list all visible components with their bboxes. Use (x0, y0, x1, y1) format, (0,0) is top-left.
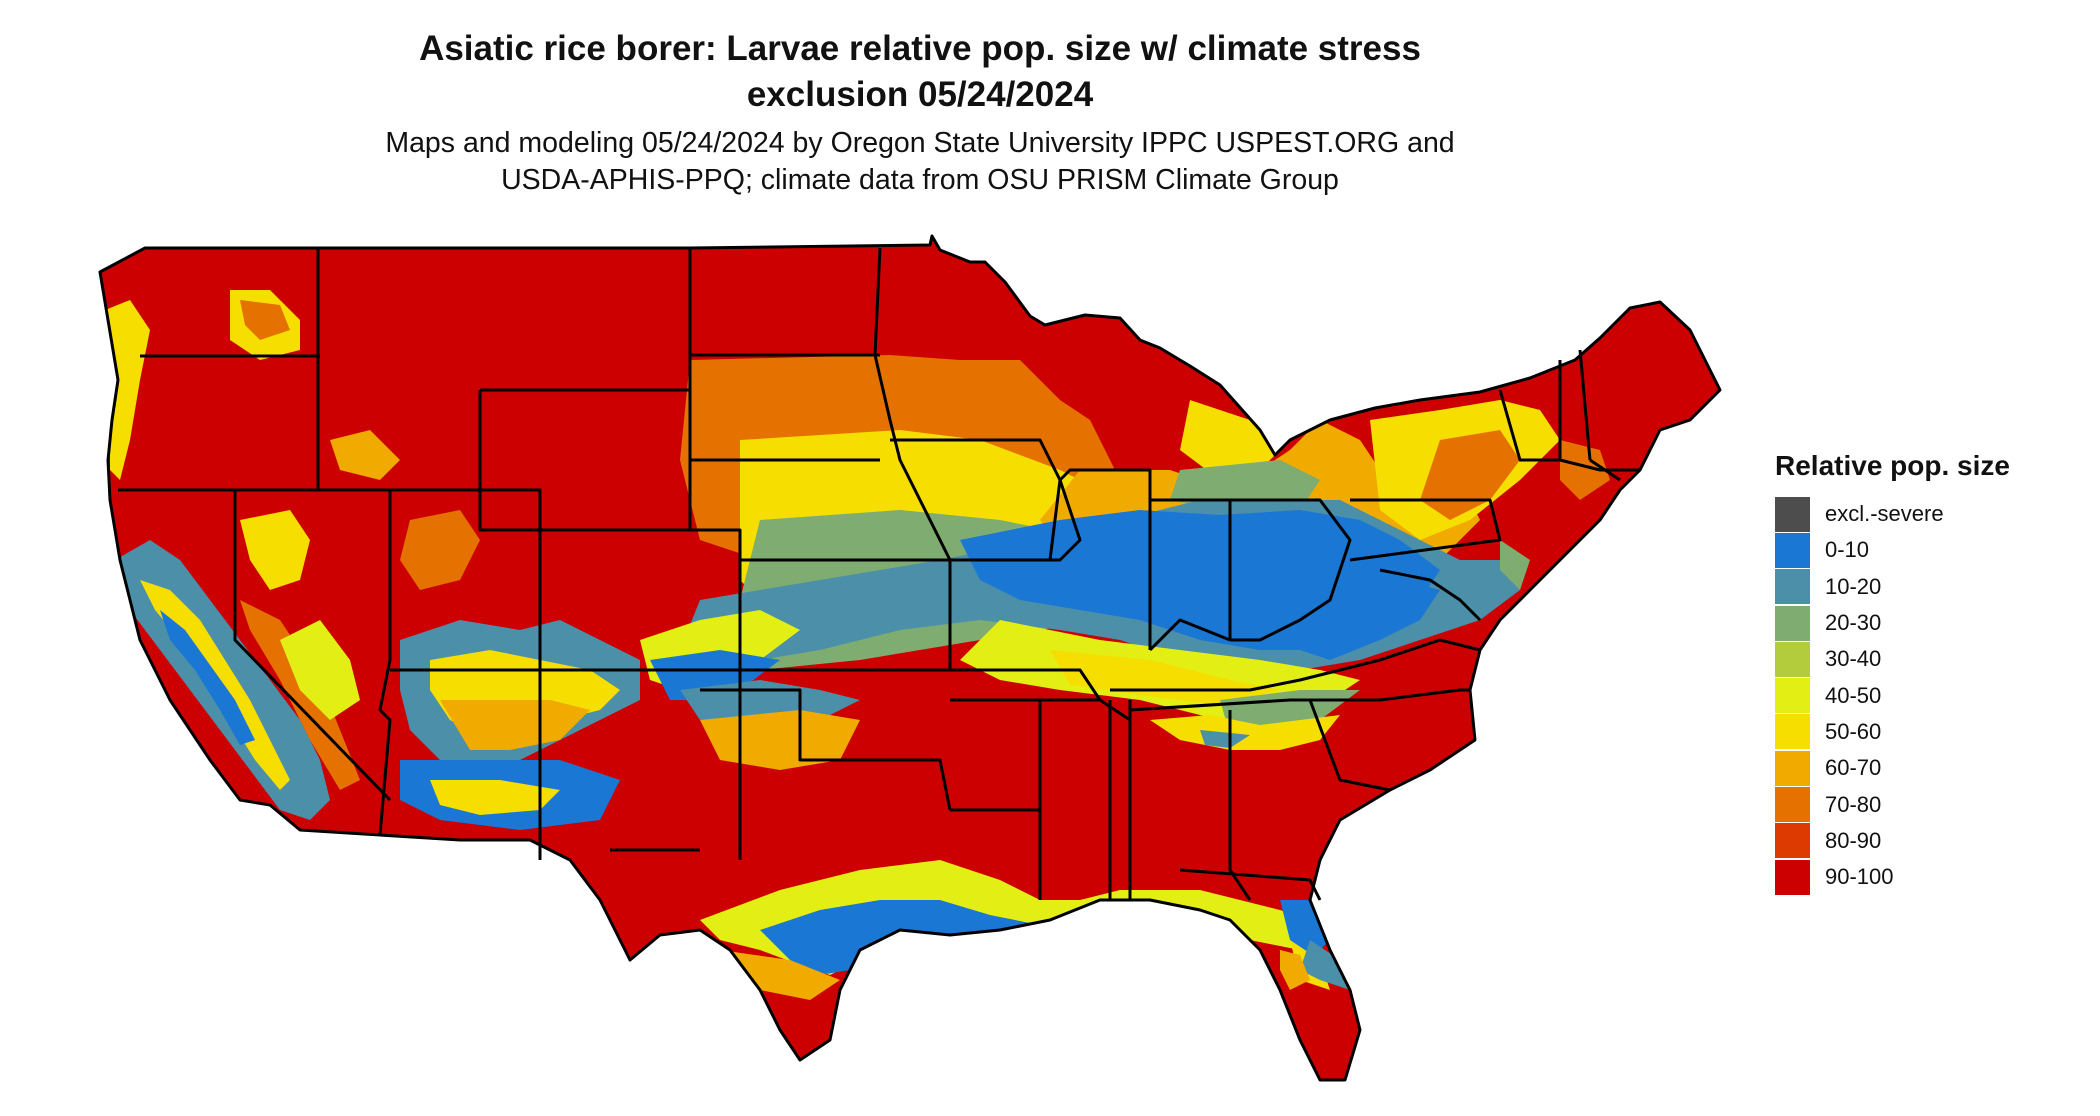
legend-swatch (1775, 496, 1810, 532)
legend-title: Relative pop. size (1775, 450, 2010, 481)
legend-items: excl.-severe 0-10 10-20 20-30 30-40 40-5… (1775, 496, 2010, 895)
legend-swatch (1775, 532, 1810, 568)
legend-item: 10-20 (1775, 569, 2010, 605)
legend-item: 50-60 (1775, 714, 2010, 750)
map-title-line-1: Asiatic rice borer: Larvae relative pop.… (419, 29, 1421, 68)
legend-item: 30-40 (1775, 641, 2010, 677)
legend-swatch (1775, 678, 1810, 714)
legend-swatch (1775, 787, 1810, 823)
legend-item: excl.-severe (1775, 496, 2010, 532)
legend-label: excl.-severe (1825, 501, 1944, 527)
legend-item: 90-100 (1775, 859, 2010, 895)
map-subtitle: Maps and modeling 05/24/2024 by Oregon S… (0, 125, 1840, 199)
legend-item: 0-10 (1775, 532, 2010, 568)
legend-label: 50-60 (1825, 718, 1882, 744)
map-title-line-2: exclusion 05/24/2024 (746, 75, 1094, 114)
map-subtitle-line-2: USDA-APHIS-PPQ; climate data from OSU PR… (501, 164, 1339, 196)
legend-label: 10-20 (1825, 573, 1882, 599)
legend-item: 80-90 (1775, 823, 2010, 859)
legend-label: 0-10 (1825, 537, 1870, 563)
legend-label: 90-100 (1825, 864, 1894, 890)
legend-item: 20-30 (1775, 605, 2010, 641)
legend-item: 60-70 (1775, 750, 2010, 786)
state-borders (98, 234, 1722, 1082)
legend-label: 80-90 (1825, 827, 1882, 853)
legend-label: 60-70 (1825, 755, 1882, 781)
legend-swatch (1775, 714, 1810, 750)
legend-swatch (1775, 605, 1810, 641)
legend-item: 40-50 (1775, 677, 2010, 714)
map-subtitle-line-1: Maps and modeling 05/24/2024 by Oregon S… (385, 127, 1455, 159)
legend: Relative pop. size excl.-severe 0-10 10-… (1775, 449, 2010, 895)
legend-label: 40-50 (1825, 682, 1882, 708)
legend-label: 30-40 (1825, 646, 1882, 672)
legend-label: 20-30 (1825, 610, 1882, 636)
legend-swatch (1775, 569, 1810, 605)
map-title: Asiatic rice borer: Larvae relative pop.… (0, 26, 1840, 118)
suitability-raster (100, 236, 1720, 1080)
legend-item: 70-80 (1775, 786, 2010, 823)
legend-swatch (1775, 750, 1810, 786)
legend-swatch (1775, 859, 1810, 895)
legend-swatch (1775, 823, 1810, 859)
legend-label: 70-80 (1825, 791, 1882, 817)
us-map (98, 234, 1722, 1082)
legend-swatch (1775, 641, 1810, 677)
